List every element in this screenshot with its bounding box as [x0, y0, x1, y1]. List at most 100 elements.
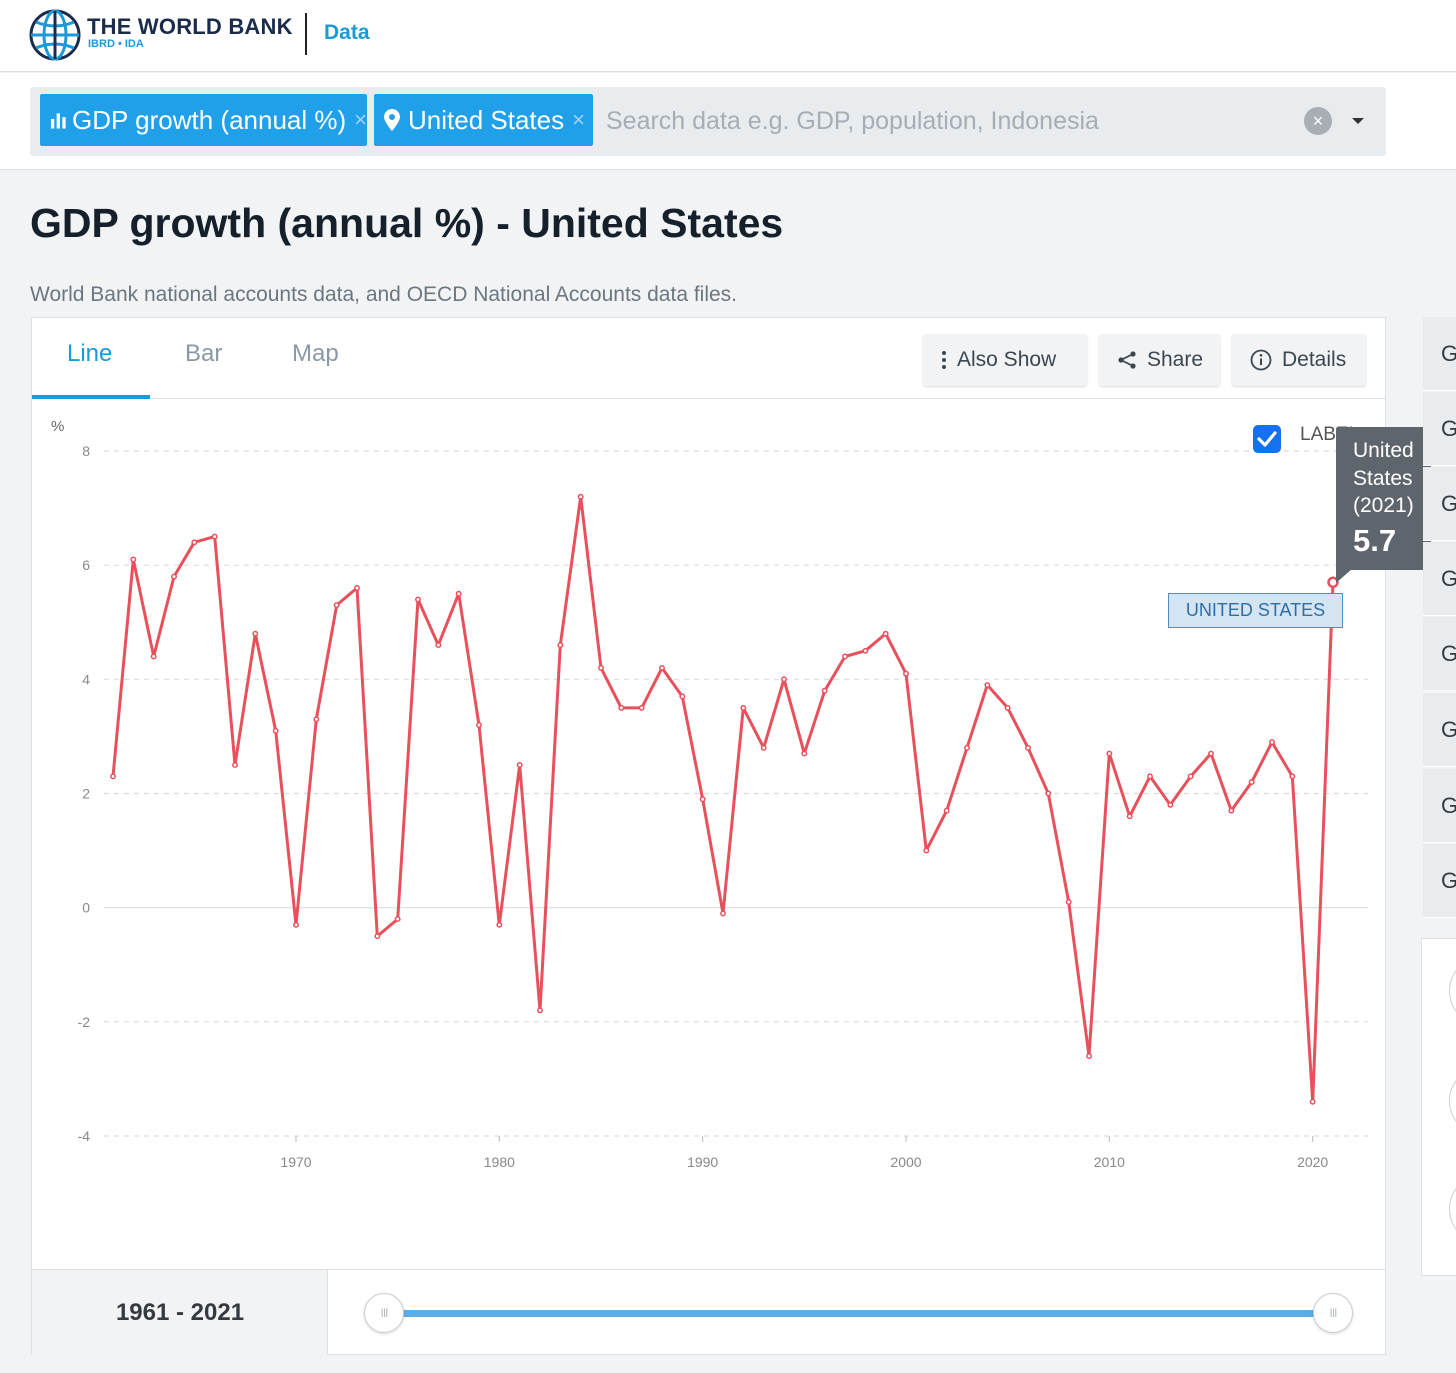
tooltip-country-line1: United: [1353, 439, 1414, 462]
tooltip-value: 5.7: [1353, 522, 1397, 558]
data-point: [984, 682, 991, 688]
data-point: [232, 762, 238, 768]
y-tick-label: 4: [82, 671, 90, 687]
y-axis-unit-label: %: [51, 418, 64, 435]
related-item[interactable]: G: [1423, 392, 1456, 466]
tooltip-arrow: [1336, 569, 1352, 583]
details-button[interactable]: Details: [1232, 334, 1366, 386]
related-item[interactable]: G: [1423, 542, 1456, 616]
data-point: [150, 653, 157, 660]
chip-country[interactable]: United States ×: [374, 94, 593, 146]
label-checkbox[interactable]: [1253, 425, 1281, 453]
related-card-circle[interactable]: [1449, 1071, 1456, 1131]
data-point: [211, 533, 218, 540]
share-button[interactable]: Share: [1099, 334, 1220, 386]
x-tick-label: 2020: [1297, 1154, 1328, 1170]
page-title: GDP growth (annual %) - United States: [30, 200, 784, 246]
data-point: [516, 762, 523, 768]
data-point: [1086, 1053, 1092, 1060]
x-tick-label: 1970: [280, 1154, 311, 1170]
tab-bar[interactable]: Bar: [185, 340, 223, 367]
data-point: [1269, 739, 1275, 746]
data-point: [455, 590, 462, 597]
related-card-circle[interactable]: [1449, 1179, 1456, 1239]
chip-country-remove-icon[interactable]: ×: [572, 107, 585, 132]
data-point: [1228, 807, 1235, 814]
data-point: [313, 716, 320, 723]
tab-map[interactable]: Map: [292, 340, 339, 367]
data-point: [842, 653, 848, 660]
data-point: [943, 807, 950, 814]
data-point: [679, 693, 686, 700]
search-strip: GDP growth (annual %) × United States × …: [0, 73, 1456, 170]
data-point: [415, 596, 421, 603]
data-point: [618, 704, 625, 711]
year-range-slider-row: 1961 - 2021 III III: [32, 1269, 1385, 1355]
related-indicators-list: G G G G G G G G: [1423, 317, 1456, 918]
checkmark-icon: [1257, 431, 1277, 447]
related-card: [1421, 938, 1456, 1276]
search-bar[interactable]: GDP growth (annual %) × United States × …: [30, 87, 1386, 156]
chip-indicator-remove-icon[interactable]: ×: [354, 107, 367, 132]
chevron-down-icon[interactable]: [1346, 109, 1370, 133]
data-point: [760, 744, 767, 751]
related-item[interactable]: G: [1423, 693, 1456, 767]
chip-indicator-label: GDP growth (annual %): [72, 104, 347, 135]
data-point: [821, 687, 828, 694]
y-tick-label: 2: [82, 786, 90, 802]
logo-title[interactable]: THE WORLD BANK: [87, 14, 293, 39]
range-box: 1961 - 2021: [32, 1270, 328, 1355]
tab-line[interactable]: Line: [67, 340, 113, 367]
data-point: [1004, 704, 1011, 711]
site-header: THE WORLD BANK IBRD • IDA Data: [0, 0, 1456, 72]
x-tick-label: 2000: [890, 1154, 921, 1170]
chip-country-label: United States: [408, 104, 565, 135]
related-item[interactable]: G: [1423, 617, 1456, 691]
chip-indicator[interactable]: GDP growth (annual %) ×: [40, 94, 367, 146]
search-input[interactable]: [606, 99, 1266, 143]
data-point: [333, 602, 340, 609]
data-point: [394, 916, 401, 923]
data-point: [557, 642, 564, 649]
y-tick-label: 0: [82, 900, 90, 916]
data-tooltip: United States (2021) 5.7: [1336, 427, 1431, 570]
series-label-tag[interactable]: UNITED STATES: [1168, 593, 1343, 628]
clear-search-icon[interactable]: ×: [1304, 107, 1332, 135]
data-point: [1126, 813, 1133, 820]
data-point: [699, 796, 706, 803]
data-point: [638, 704, 645, 711]
data-point: [598, 664, 604, 671]
also-show-label: Also Show: [957, 348, 1057, 371]
world-bank-globe-logo-icon[interactable]: [28, 8, 82, 62]
data-point: [903, 670, 909, 677]
data-point: [1208, 750, 1214, 757]
data-section-link[interactable]: Data: [324, 21, 370, 44]
data-point: [882, 630, 889, 637]
data-point: [110, 773, 116, 780]
details-label: Details: [1282, 348, 1347, 371]
year-range-text: 1961 - 2021: [115, 1299, 245, 1326]
related-card-circle[interactable]: [1449, 961, 1456, 1021]
data-point: [659, 664, 665, 671]
related-item[interactable]: G: [1423, 769, 1456, 843]
slider-end-handle[interactable]: III: [1313, 1293, 1353, 1333]
data-point: [354, 585, 360, 591]
active-tab-indicator: [32, 395, 150, 399]
slider-track[interactable]: [384, 1310, 1334, 1317]
slider-start-handle[interactable]: III: [364, 1293, 404, 1333]
data-point: [476, 722, 482, 728]
also-show-button[interactable]: Also Show: [923, 334, 1087, 386]
data-point: [130, 556, 137, 563]
related-item[interactable]: G: [1423, 467, 1456, 541]
y-tick-label: -4: [78, 1128, 91, 1144]
data-point: [720, 910, 726, 917]
line-chart[interactable]: % 8 6 4 2 0 -2 -4 1970 1980 1990 2000 2010 2020: [32, 318, 1385, 1268]
x-tick-label: 1980: [484, 1154, 515, 1170]
related-item[interactable]: G: [1423, 317, 1456, 391]
data-point: [781, 676, 787, 683]
data-point: [1045, 790, 1052, 797]
related-item[interactable]: G: [1423, 844, 1456, 918]
data-point: [1025, 744, 1031, 751]
data-point: [1167, 801, 1174, 808]
data-point: [1106, 750, 1113, 757]
